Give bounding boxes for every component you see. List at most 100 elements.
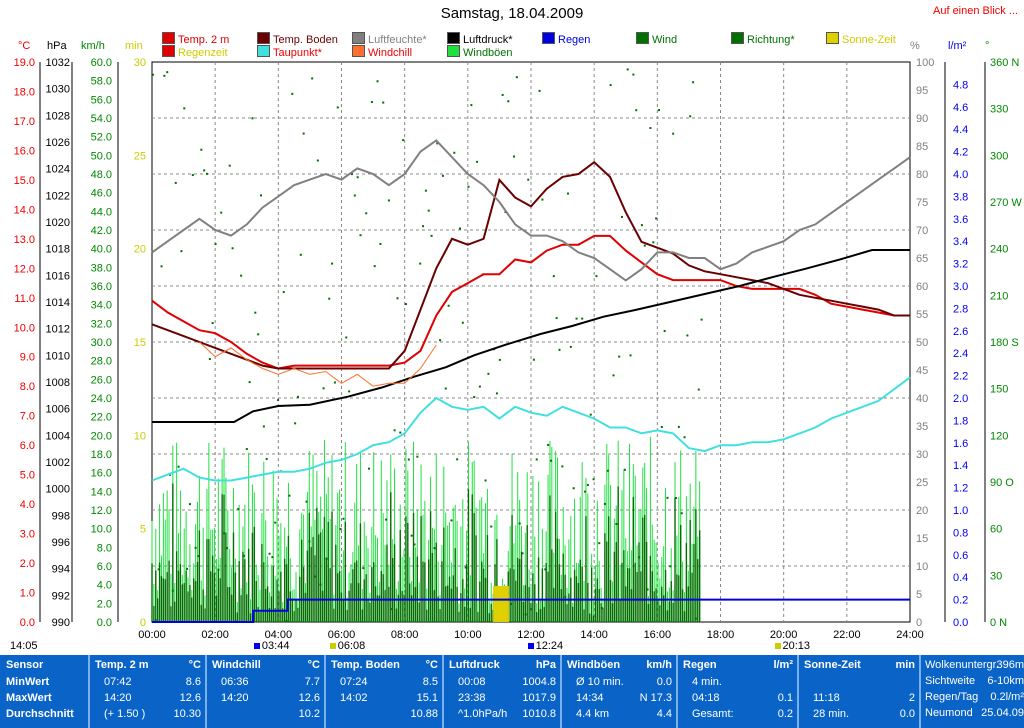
- direction-point: [453, 151, 456, 154]
- marker-icon: [774, 643, 781, 649]
- direction-point: [635, 109, 638, 112]
- stats-column: Luftdruck hPa 00:08 1004.8 23:38 1017.9 ^1.0hP…: [442, 655, 562, 728]
- time-tick-label: 22:00: [833, 629, 861, 641]
- direction-point: [697, 388, 700, 391]
- extra-label: Neumond: [925, 707, 973, 719]
- direction-point: [370, 101, 373, 104]
- temp-tick-label: 5.0: [20, 470, 35, 482]
- direction-point: [419, 262, 422, 265]
- overview-link[interactable]: Auf einen Blick ...: [933, 5, 1018, 17]
- direction-point: [407, 458, 410, 461]
- direction-point: [314, 575, 317, 578]
- direction-point: [322, 387, 325, 390]
- direction-point: [254, 311, 257, 314]
- direction-point: [413, 543, 416, 546]
- stats-cell-value: 8.6: [185, 676, 201, 688]
- legend-swatch: [447, 32, 460, 44]
- legend-item: Regenzeit: [162, 45, 228, 59]
- left-time-label: 14:05: [10, 640, 38, 652]
- rain-tick-label: 1.8: [953, 415, 968, 427]
- direction-point: [208, 358, 211, 361]
- stats-cell-value: 12.6: [298, 692, 320, 704]
- direction-point: [177, 465, 180, 468]
- direction-point: [316, 159, 319, 162]
- humidity-tick-label: 45: [916, 365, 928, 377]
- stats-col-header: Temp. 2 m: [95, 659, 149, 671]
- direction-point: [458, 227, 461, 230]
- stats-cell-time: 06:36: [221, 676, 249, 688]
- direction-point: [660, 426, 663, 429]
- direction-point: [308, 540, 311, 543]
- direction-point: [203, 169, 206, 172]
- direction-point: [282, 291, 285, 294]
- temp-tick-label: 6.0: [20, 440, 35, 452]
- extra-label: Sichtweite: [925, 675, 976, 687]
- stats-row: [799, 676, 921, 691]
- direction-point: [470, 104, 473, 107]
- temp-tick-label: 3.0: [20, 529, 35, 541]
- direction-point: [439, 339, 442, 342]
- direction-point: [615, 523, 618, 526]
- minutes-tick-label: 10: [134, 430, 146, 442]
- direction-point: [629, 354, 632, 357]
- unit-minutes: min: [125, 40, 143, 52]
- humidity-tick-label: 70: [916, 225, 928, 237]
- series-line: [152, 249, 910, 423]
- direction-tick-label: 30: [990, 570, 1002, 582]
- time-tick-label: 24:00: [896, 629, 924, 641]
- direction-point: [427, 209, 430, 212]
- legend-swatch: [447, 45, 460, 57]
- direction-tick-label: 0 N: [990, 617, 1007, 629]
- direction-point: [530, 608, 533, 611]
- rain-tick-label: 0.0: [953, 617, 968, 629]
- stats-col-unit: °C: [188, 659, 201, 671]
- temp-tick-label: 14.0: [14, 204, 35, 216]
- pressure-tick-label: 1014: [46, 297, 70, 309]
- direction-point: [294, 422, 297, 425]
- direction-point: [353, 194, 356, 197]
- direction-point: [655, 217, 658, 220]
- minutes-tick-label: 0: [140, 617, 146, 629]
- direction-tick-label: 210: [990, 290, 1008, 302]
- rain-tick-label: 1.2: [953, 483, 968, 495]
- direction-point: [501, 93, 504, 96]
- legend-label: Taupunkt*: [273, 47, 322, 59]
- direction-point: [484, 479, 487, 482]
- stats-col-header: Luftdruck: [449, 659, 500, 671]
- wind-tick-label: 32.0: [91, 318, 112, 330]
- direction-point: [157, 568, 160, 571]
- marker-icon: [527, 643, 534, 649]
- temp-tick-label: 11.0: [14, 293, 35, 305]
- temp-tick-label: 18.0: [14, 86, 35, 98]
- direction-point: [680, 512, 683, 515]
- direction-point: [197, 555, 200, 558]
- direction-point: [319, 583, 322, 586]
- direction-point: [555, 317, 558, 320]
- rain-tick-label: 0.4: [953, 572, 968, 584]
- stats-row: 14:02 15.1: [326, 692, 444, 707]
- stats-row-label: MaxWert: [6, 692, 52, 704]
- direction-point: [663, 329, 666, 332]
- legend-label: Regenzeit: [178, 47, 228, 59]
- direction-point: [640, 224, 643, 227]
- direction-point: [171, 589, 174, 592]
- pressure-tick-label: 1022: [46, 190, 70, 202]
- temp-tick-label: 8.0: [20, 381, 35, 393]
- stats-row: 11:18 2: [799, 692, 921, 707]
- stats-cell-value: 1004.8: [522, 676, 556, 688]
- direction-point: [336, 106, 339, 109]
- rain-tick-label: 2.4: [953, 348, 968, 360]
- direction-point: [564, 595, 567, 598]
- pressure-tick-label: 1024: [46, 164, 70, 176]
- direction-point: [623, 468, 626, 471]
- stats-cell-time: (+ 1.50 ): [104, 708, 146, 720]
- stats-row: 14:34 N 17.3: [562, 692, 678, 707]
- direction-point: [291, 92, 294, 95]
- direction-point: [598, 542, 601, 545]
- pressure-tick-label: 1008: [46, 377, 70, 389]
- wind-tick-label: 50.0: [91, 150, 112, 162]
- stats-cell-value: 8.5: [422, 676, 438, 688]
- rain-tick-label: 0.6: [953, 550, 968, 562]
- direction-point: [393, 429, 396, 432]
- time-tick-label: 10:00: [454, 629, 482, 641]
